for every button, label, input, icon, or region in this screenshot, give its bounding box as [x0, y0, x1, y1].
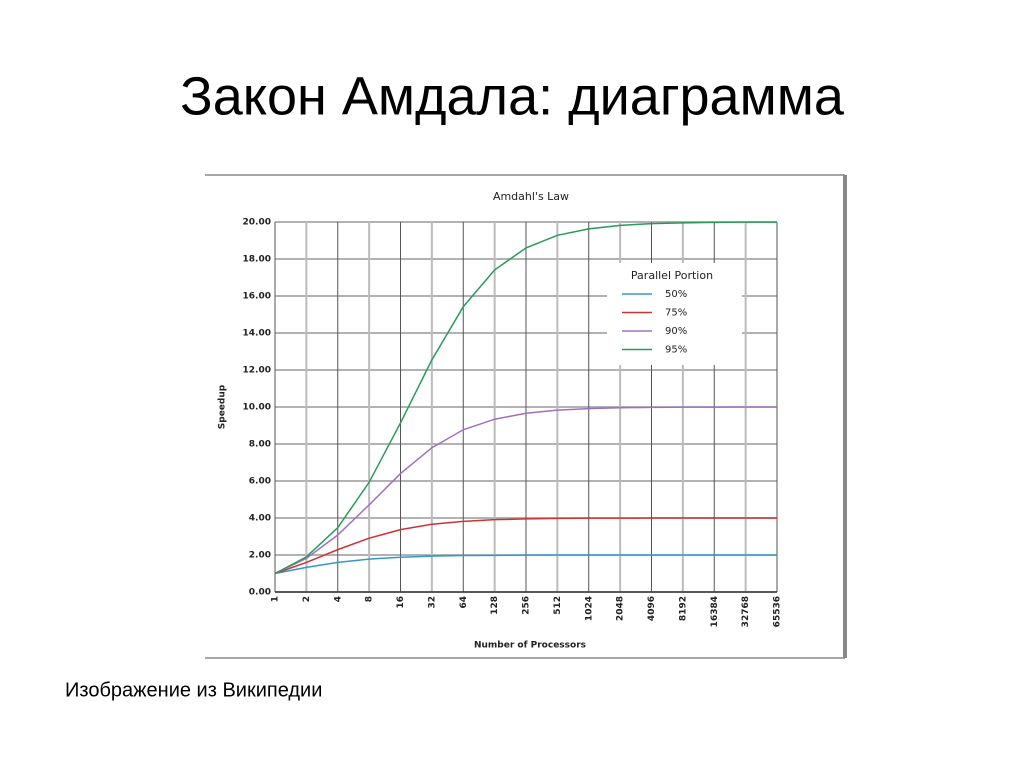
legend-label: 75%	[665, 308, 687, 319]
chart-title: Amdahl's Law	[493, 190, 569, 203]
x-tick-label: 8192	[678, 596, 688, 621]
series-line	[274, 221, 777, 575]
x-tick-label: 32768	[741, 596, 751, 627]
y-tick-label: 2.00	[249, 551, 271, 561]
x-axis-label: Number of Processors	[474, 641, 586, 651]
x-tick-label: 2	[302, 596, 312, 602]
series-line	[274, 406, 777, 575]
x-tick-label: 64	[459, 596, 469, 609]
x-tick-label: 16384	[710, 596, 720, 627]
x-tick-label: 2048	[616, 596, 626, 621]
plot: 0.00 2.00 4.00 6.00 8.00 10.00 12.00 14.00 16.00…	[243, 218, 783, 628]
x-tick-label: 32	[427, 596, 437, 609]
legend-label: 90%	[665, 326, 687, 337]
y-tick-label: 16.00	[243, 292, 271, 302]
series-line	[274, 554, 777, 575]
slide-title: Закон Амдала: диаграмма	[180, 66, 845, 126]
y-tick-label: 8.00	[249, 440, 271, 450]
x-tick-label: 256	[522, 596, 532, 615]
legend-title: Parallel Portion	[631, 269, 713, 282]
legend-label: 95%	[665, 345, 687, 356]
caption: Изображение из Википедии	[65, 679, 322, 701]
x-tick-label: 1024	[584, 596, 594, 621]
series-line	[274, 517, 777, 575]
x-tick-label: 8	[365, 596, 375, 602]
x-tick-label: 65536	[773, 596, 783, 627]
x-tick-label: 4	[333, 596, 343, 602]
x-tick-label: 128	[490, 596, 500, 615]
x-tick-label: 4096	[647, 596, 657, 621]
y-tick-label: 0.00	[249, 588, 271, 598]
y-tick-label: 10.00	[243, 403, 271, 413]
y-tick-label: 12.00	[243, 366, 271, 376]
legend-label: 50%	[665, 289, 687, 300]
y-tick-label: 14.00	[243, 329, 271, 339]
y-axis-label: Speedup	[218, 384, 228, 429]
y-tick-label: 6.00	[249, 477, 271, 487]
y-tick-label: 18.00	[243, 255, 271, 265]
x-tick-label: 16	[396, 596, 406, 609]
x-tick-label: 512	[553, 596, 563, 615]
legend-box	[607, 263, 742, 365]
x-tick-label: 1	[271, 596, 281, 602]
y-tick-label: 20.00	[243, 218, 271, 228]
y-tick-label: 4.00	[249, 514, 271, 524]
